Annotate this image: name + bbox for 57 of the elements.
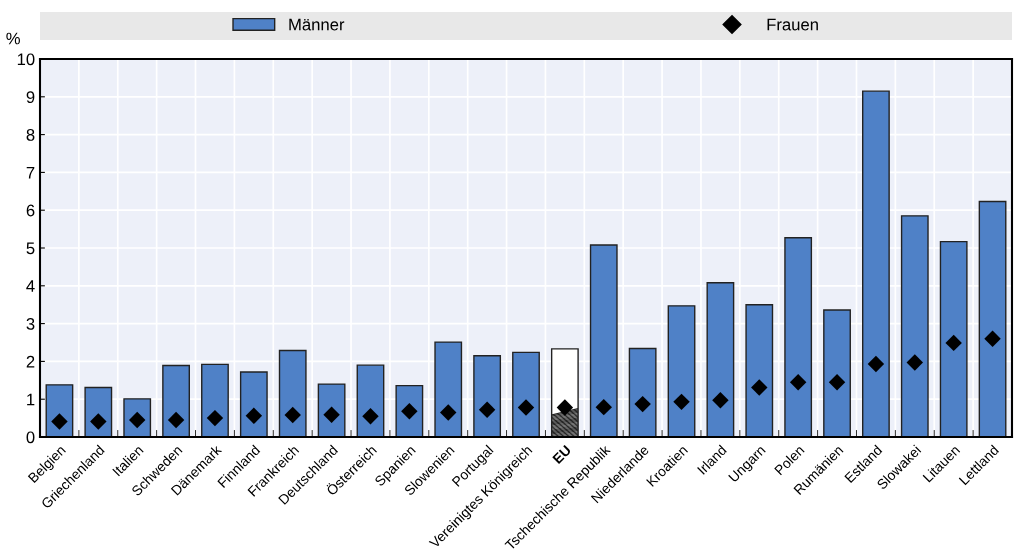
bar xyxy=(201,363,229,437)
bar xyxy=(784,237,813,437)
point xyxy=(362,407,379,425)
bar xyxy=(356,364,385,437)
bar xyxy=(395,384,424,437)
bar xyxy=(978,200,1007,437)
point xyxy=(867,355,885,373)
point xyxy=(828,373,846,391)
bar xyxy=(823,309,851,437)
bar xyxy=(862,90,890,437)
bar xyxy=(512,351,540,437)
y-tick-label: 6 xyxy=(26,204,35,217)
legend-label: Frauen xyxy=(767,18,818,31)
point xyxy=(634,395,651,413)
point xyxy=(712,392,729,409)
bar xyxy=(473,355,502,437)
y-tick-label: 1 xyxy=(27,393,35,406)
point xyxy=(284,406,301,424)
y-tick-label: 7 xyxy=(26,166,35,179)
bar xyxy=(939,240,968,437)
bar xyxy=(745,304,774,437)
bar xyxy=(239,371,268,437)
point xyxy=(789,373,807,391)
bar xyxy=(434,341,463,437)
bar xyxy=(706,282,735,437)
y-tick-label: 9 xyxy=(26,91,35,103)
point xyxy=(945,334,962,352)
y-tick-label: 10 xyxy=(17,53,35,66)
y-tick-label: 8 xyxy=(26,129,35,141)
bar xyxy=(278,349,307,437)
bar xyxy=(589,244,618,437)
y-tick-label: 4 xyxy=(26,280,35,292)
bar xyxy=(900,215,929,437)
point xyxy=(673,393,690,411)
point xyxy=(556,399,574,416)
point xyxy=(751,379,768,396)
legend-label: Männer xyxy=(289,18,345,31)
point xyxy=(906,354,924,371)
point xyxy=(440,404,457,421)
bar xyxy=(667,305,696,437)
y-tick-label: 0 xyxy=(26,431,35,444)
y-axis-title: % xyxy=(6,32,20,45)
point xyxy=(206,409,224,427)
point xyxy=(984,330,1001,347)
point xyxy=(478,401,496,418)
point xyxy=(90,413,107,430)
bar xyxy=(628,347,657,437)
y-tick-label: 5 xyxy=(26,242,35,255)
point xyxy=(595,398,612,416)
point xyxy=(51,413,68,430)
point xyxy=(245,407,263,425)
y-tick-label: 2 xyxy=(26,355,35,368)
bar xyxy=(162,364,190,437)
point xyxy=(517,399,535,416)
point xyxy=(167,411,185,429)
bar xyxy=(317,383,346,437)
y-tick-label: 3 xyxy=(26,318,35,330)
